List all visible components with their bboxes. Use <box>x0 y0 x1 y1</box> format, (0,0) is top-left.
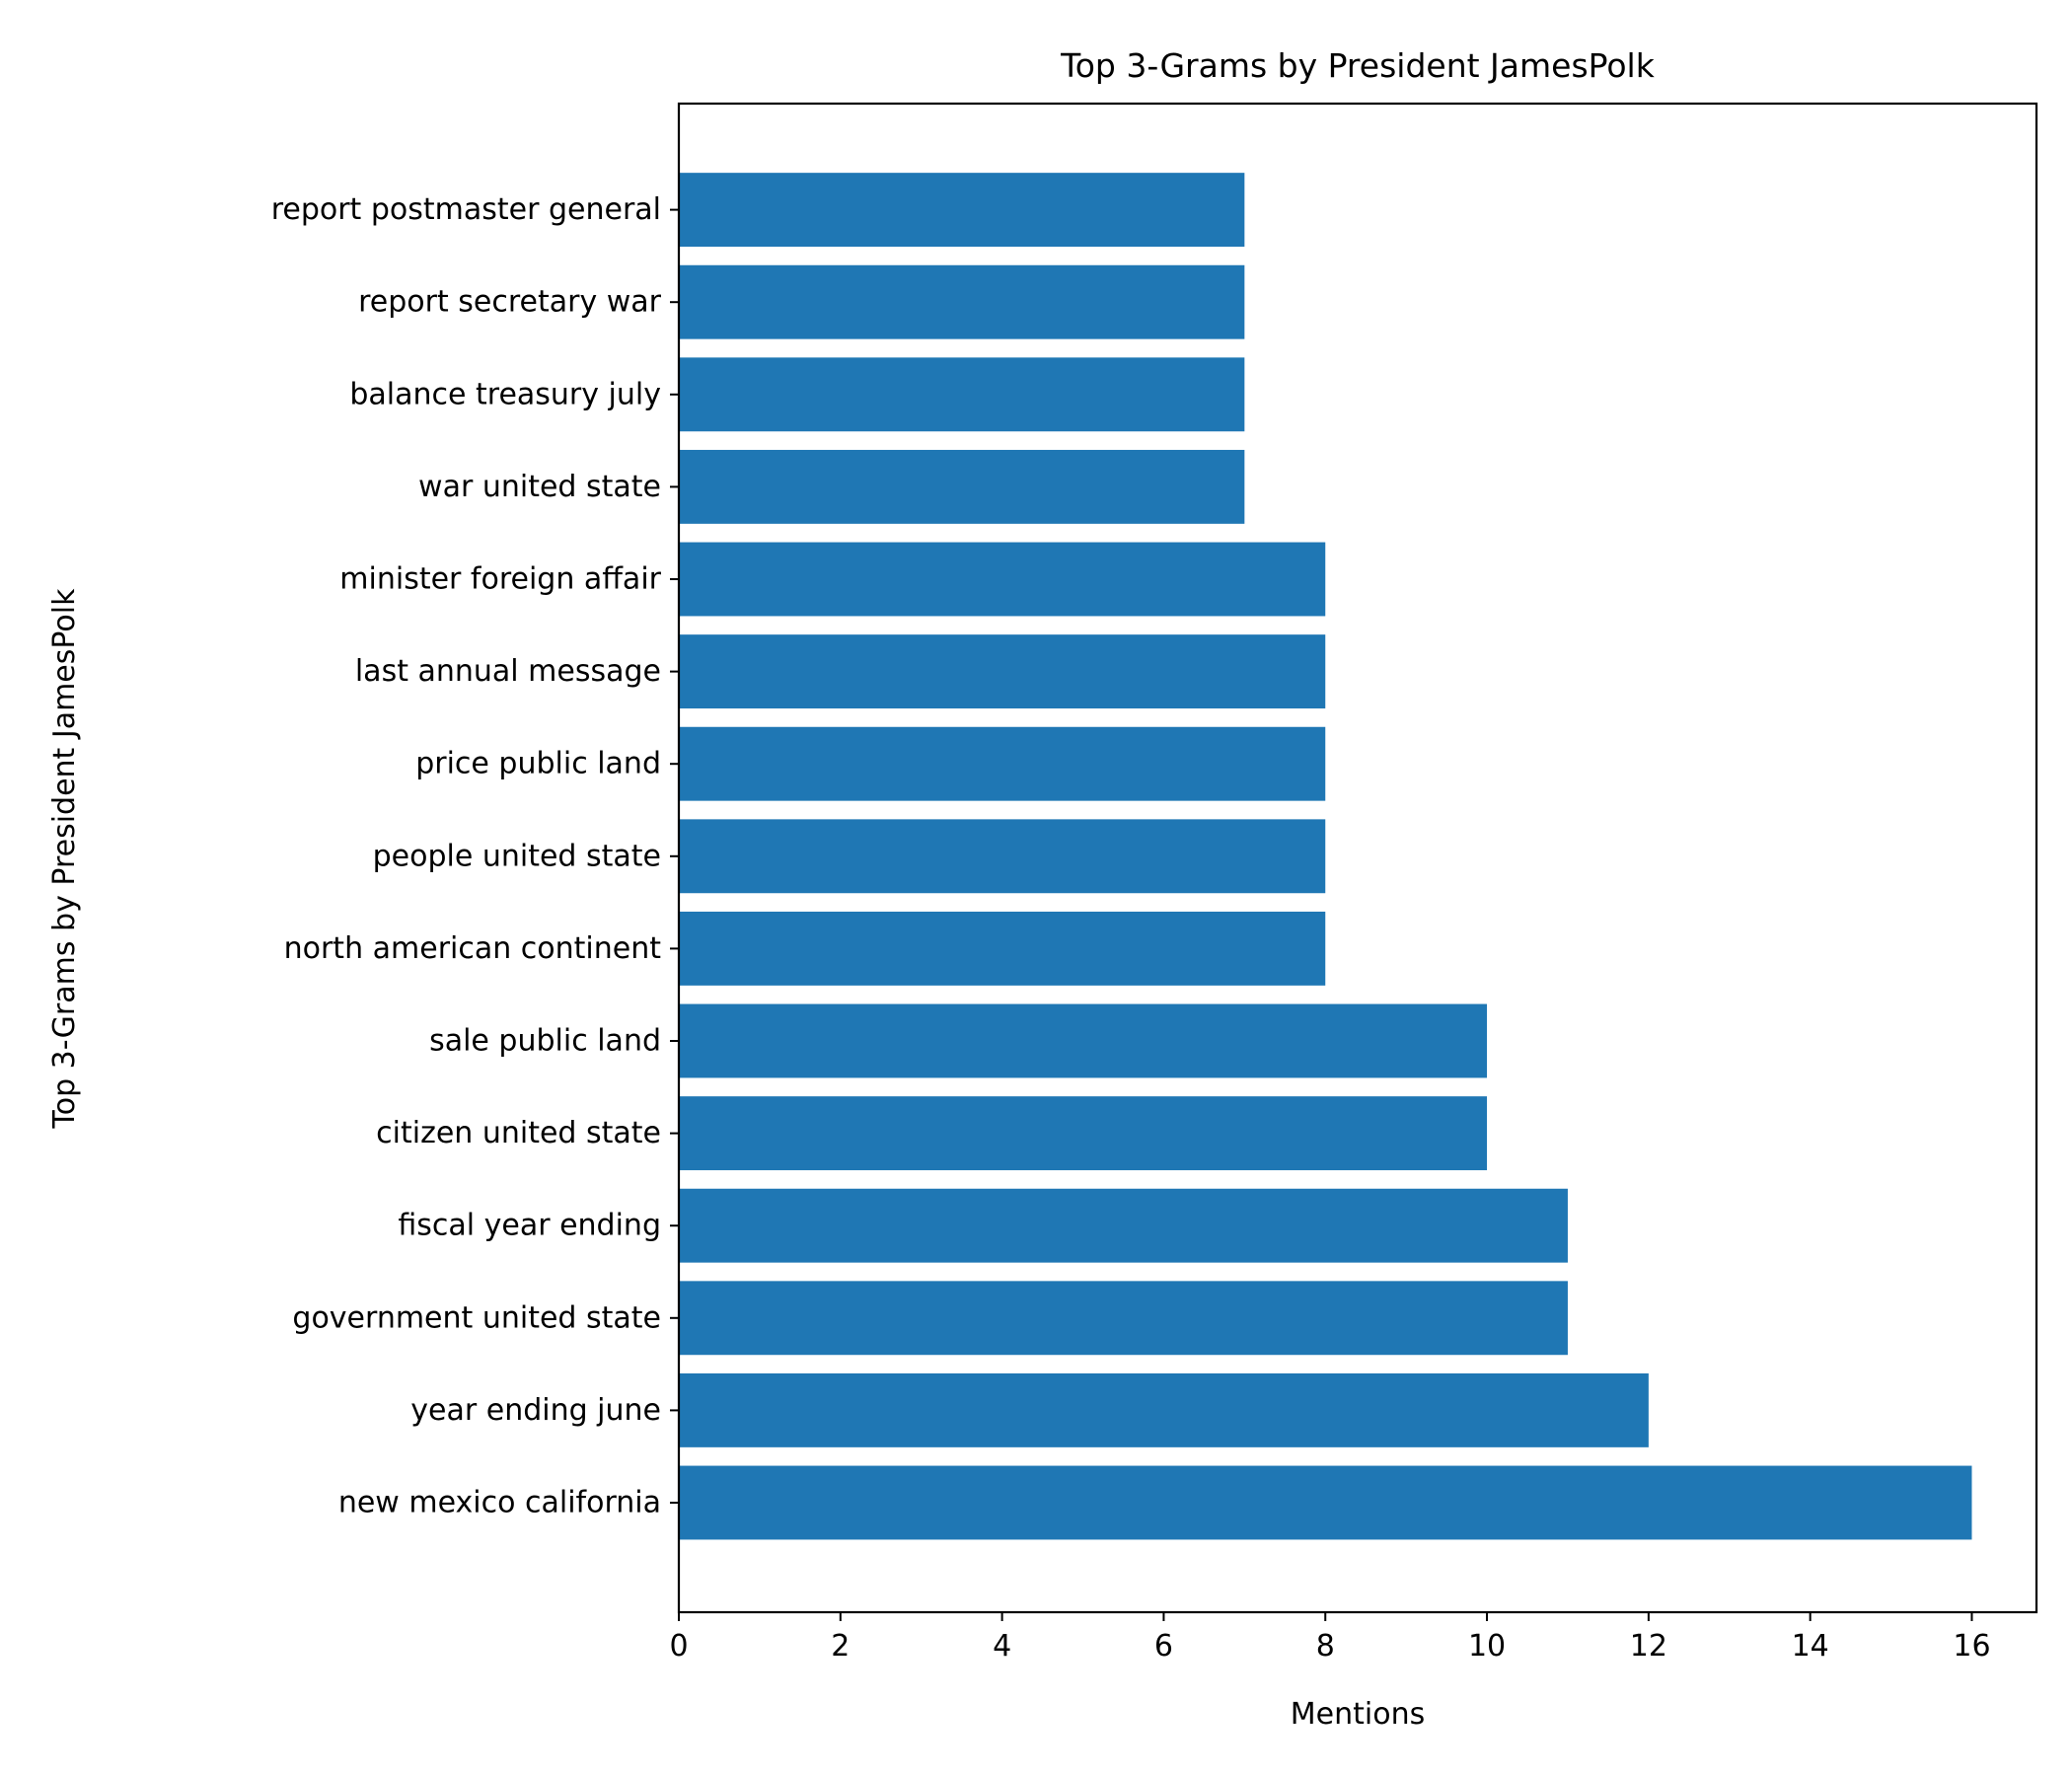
bar <box>679 1465 1972 1540</box>
y-axis-label: Top 3-Grams by President JamesPolk <box>47 588 82 1130</box>
y-tick-label: war united state <box>418 470 661 504</box>
bar <box>679 173 1245 248</box>
y-tick-label: new mexico california <box>338 1486 661 1520</box>
x-tick-label: 6 <box>1154 1629 1173 1664</box>
bar <box>679 357 1245 432</box>
bar <box>679 911 1326 986</box>
bar <box>679 1281 1568 1356</box>
chart-title: Top 3-Grams by President JamesPolk <box>1060 46 1656 85</box>
y-tick-label: last annual message <box>355 654 661 689</box>
x-tick-label: 4 <box>993 1629 1011 1664</box>
x-tick-label: 2 <box>831 1629 850 1664</box>
bar <box>679 634 1326 709</box>
bar <box>679 726 1326 801</box>
y-tick-label: balance treasury july <box>349 377 661 411</box>
bar <box>679 1188 1568 1263</box>
y-tick-label: people united state <box>373 839 661 873</box>
bar <box>679 1372 1649 1447</box>
plot-frame <box>677 102 2038 1614</box>
bar <box>679 264 1245 339</box>
y-tick-label: year ending june <box>410 1393 661 1428</box>
x-tick-label: 8 <box>1316 1629 1335 1664</box>
x-axis-label: Mentions <box>1291 1697 1425 1732</box>
x-tick-label: 16 <box>1953 1629 1990 1664</box>
y-tick-label: minister foreign affair <box>339 562 661 597</box>
y-tick-label: fiscal year ending <box>398 1209 661 1243</box>
bar <box>679 542 1326 617</box>
bar <box>679 449 1245 524</box>
x-tick-label: 0 <box>669 1629 688 1664</box>
bar <box>679 1096 1488 1171</box>
y-tick-label: sale public land <box>429 1024 661 1059</box>
y-tick-label: government united state <box>292 1300 661 1335</box>
bar <box>679 819 1326 894</box>
y-tick-label: north american continent <box>284 931 662 966</box>
y-tick-label: report secretary war <box>358 285 662 320</box>
x-axis-ticks: 0 2 4 6 8 10 12 14 16 <box>669 1612 1991 1664</box>
y-tick-label: price public land <box>415 747 661 781</box>
bars-layer <box>679 173 1972 1540</box>
y-axis-ticks: new mexico california year ending june gov… <box>271 192 679 1520</box>
y-tick-label: citizen united state <box>376 1116 661 1150</box>
bar <box>679 1003 1488 1078</box>
x-tick-label: 14 <box>1792 1629 1829 1664</box>
y-tick-label: report postmaster general <box>271 192 661 227</box>
x-tick-label: 12 <box>1630 1629 1667 1664</box>
x-tick-label: 10 <box>1468 1629 1506 1664</box>
